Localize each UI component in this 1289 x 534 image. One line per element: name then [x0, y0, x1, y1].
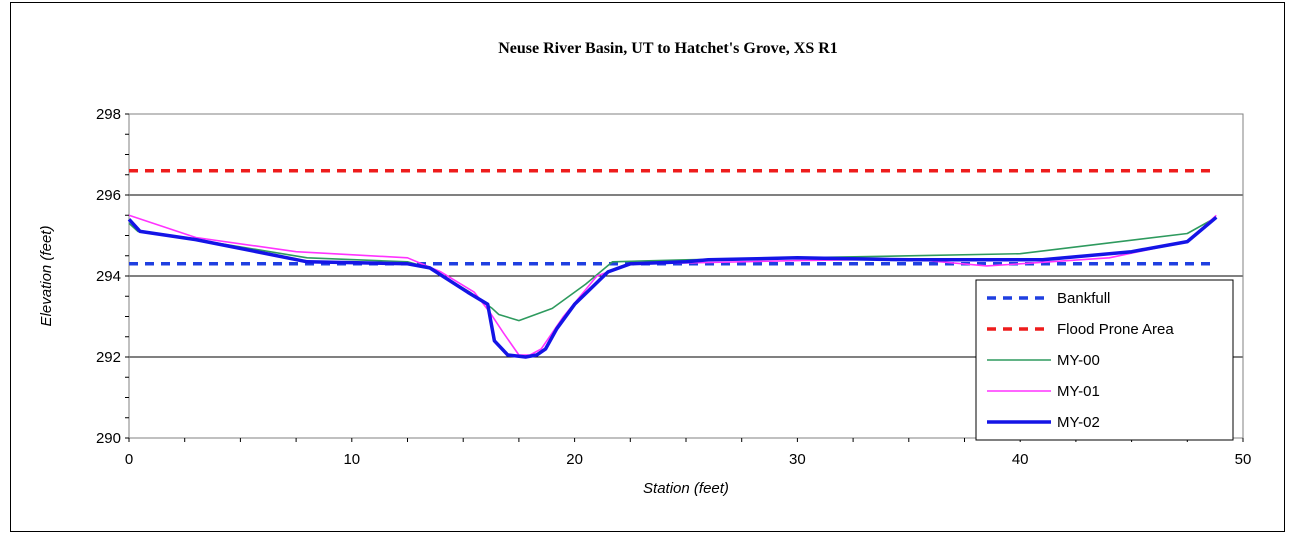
series-line-my-01 [128, 214, 1217, 356]
chart-title: Neuse River Basin, UT to Hatchet's Grove… [498, 40, 838, 57]
legend-label: MY-00 [1057, 352, 1100, 369]
x-tick-label: 40 [1012, 451, 1029, 468]
x-tick-label: 30 [789, 451, 806, 468]
y-tick-label: 296 [96, 187, 121, 204]
x-axis-title: Station (feet) [643, 480, 729, 497]
chart-canvas: Neuse River Basin, UT to Hatchet's Grove… [38, 40, 1252, 497]
x-tick-label: 10 [343, 451, 360, 468]
y-tick-label: 290 [96, 430, 121, 447]
x-tick-labels: 0 10 20 30 40 50 [125, 451, 1252, 468]
y-tick-labels: 290 292 294 296 298 [96, 106, 121, 447]
legend-items: Bankfull Flood Prone Area MY-00 MY-01 MY-02 [987, 290, 1174, 431]
series-lines [127, 168, 1218, 359]
legend-label: MY-01 [1057, 383, 1100, 400]
series-line-my-00 [128, 216, 1217, 322]
plot-area [125, 113, 1244, 442]
x-tick-label: 50 [1235, 451, 1252, 468]
y-tick-label: 292 [96, 349, 121, 366]
chart-frame: Neuse River Basin, UT to Hatchet's Grove… [10, 2, 1285, 532]
y-tick-label: 294 [96, 268, 121, 285]
minor-ticks [125, 113, 1244, 442]
legend-label: MY-02 [1057, 414, 1100, 431]
legend-label: Bankfull [1057, 290, 1110, 307]
y-tick-label: 298 [96, 106, 121, 123]
x-tick-label: 0 [125, 451, 133, 468]
series-line-my-02 [127, 215, 1218, 359]
x-tick-label: 20 [566, 451, 583, 468]
y-axis-title: Elevation (feet) [38, 226, 55, 327]
legend-label: Flood Prone Area [1057, 321, 1174, 338]
legend: Bankfull Flood Prone Area MY-00 MY-01 MY-02 [975, 279, 1234, 441]
